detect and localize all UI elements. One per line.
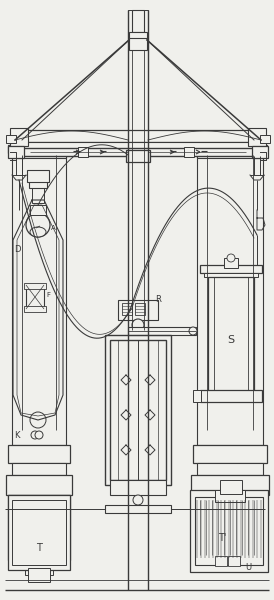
Bar <box>105 335 171 485</box>
Bar <box>122 303 132 315</box>
Bar <box>118 300 158 320</box>
Bar <box>27 170 49 182</box>
Bar <box>195 497 263 565</box>
Bar <box>29 178 47 188</box>
Bar <box>6 475 72 495</box>
Bar <box>8 495 70 570</box>
Circle shape <box>30 412 46 428</box>
Bar <box>184 147 194 157</box>
Bar <box>132 10 144 32</box>
Bar <box>129 38 147 50</box>
Bar <box>129 32 147 40</box>
Text: T: T <box>36 543 42 553</box>
Text: D: D <box>14 245 21 254</box>
Text: A: A <box>51 225 56 231</box>
Circle shape <box>227 254 235 262</box>
Bar <box>78 147 88 157</box>
Bar <box>195 155 263 465</box>
Circle shape <box>133 495 143 505</box>
Bar <box>193 390 201 402</box>
Bar <box>8 495 70 560</box>
Bar <box>193 145 267 153</box>
Bar <box>8 145 70 153</box>
Bar <box>128 10 148 590</box>
Bar <box>204 273 258 277</box>
Bar <box>200 265 262 273</box>
Bar <box>32 185 44 203</box>
Bar <box>228 556 240 566</box>
Bar <box>208 277 254 392</box>
Bar <box>135 303 145 315</box>
Bar <box>24 283 46 289</box>
Bar <box>197 150 263 158</box>
Bar <box>10 128 28 146</box>
Bar <box>197 505 263 555</box>
Circle shape <box>26 213 50 237</box>
Bar <box>126 150 150 162</box>
Text: T': T' <box>218 533 226 543</box>
Bar <box>110 340 166 480</box>
Text: F: F <box>46 292 50 298</box>
Bar <box>215 490 245 502</box>
Bar <box>8 146 24 158</box>
Bar <box>200 390 262 402</box>
Bar <box>25 560 53 575</box>
Circle shape <box>189 327 197 335</box>
Text: U: U <box>245 563 251 572</box>
Bar <box>190 490 268 572</box>
Bar <box>215 556 227 566</box>
Bar <box>12 155 66 465</box>
Text: S: S <box>227 335 235 345</box>
Bar <box>12 463 66 475</box>
Bar <box>110 480 166 495</box>
Bar <box>26 285 44 309</box>
Bar <box>191 475 269 495</box>
Bar <box>252 146 268 158</box>
Bar <box>28 568 50 582</box>
Circle shape <box>132 319 144 331</box>
Bar <box>197 463 263 475</box>
Bar <box>8 445 70 463</box>
Bar <box>193 445 267 463</box>
Circle shape <box>35 431 43 439</box>
Text: K: K <box>14 431 19 439</box>
Circle shape <box>31 431 39 439</box>
Bar <box>15 130 261 142</box>
Bar <box>6 135 16 143</box>
Ellipse shape <box>30 227 46 237</box>
Bar <box>220 480 242 494</box>
Bar <box>15 148 261 156</box>
Bar <box>105 505 171 513</box>
Bar <box>30 205 46 215</box>
Bar <box>15 142 261 152</box>
Bar <box>193 495 267 560</box>
Bar <box>12 150 66 158</box>
Bar <box>12 155 66 445</box>
Bar <box>248 128 266 146</box>
Bar <box>197 155 263 445</box>
Bar <box>260 135 270 143</box>
Text: R: R <box>155 295 161 304</box>
Bar <box>12 500 66 565</box>
Bar <box>224 258 238 268</box>
Bar <box>128 327 196 335</box>
Bar <box>24 306 46 312</box>
Bar <box>103 330 172 510</box>
